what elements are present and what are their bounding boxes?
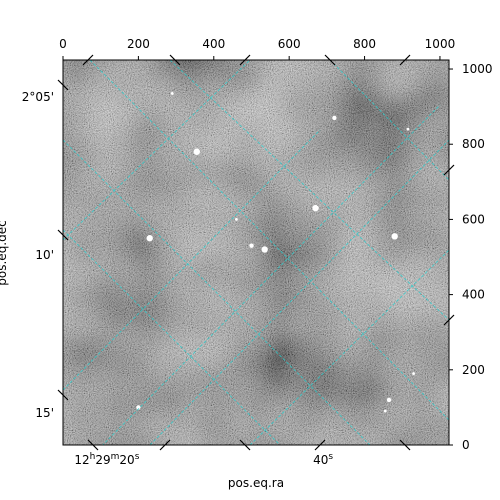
pixel-y-tick-label: 200 — [462, 363, 485, 377]
grid-line — [149, 139, 449, 445]
wcs-tick — [239, 439, 251, 451]
pixel-y-tick-label: 400 — [462, 288, 485, 302]
star — [170, 92, 174, 95]
star — [383, 409, 387, 413]
ra-axis-bottom: 12h29m20s 40s — [74, 452, 333, 467]
wcs-tick — [87, 439, 99, 451]
wcs-tick — [314, 439, 326, 451]
grid-line — [102, 104, 441, 445]
x-axis-label: pos.eq.ra — [228, 476, 284, 490]
wcs-tick — [399, 439, 411, 451]
dec-tick-label: 2°05' — [22, 90, 54, 104]
star — [136, 405, 141, 410]
wcs-tick — [324, 54, 336, 66]
pixel-x-axis-top: 0 200 400 600 800 1000 — [59, 37, 455, 60]
wcs-tick — [57, 229, 69, 241]
wcs-tick — [443, 164, 455, 176]
pixel-x-tick-label: 800 — [353, 37, 376, 51]
star — [193, 148, 201, 155]
pixel-x-tick-label: 1000 — [425, 37, 456, 51]
wcs-tick — [239, 54, 251, 66]
pixel-y-tick-label: 800 — [462, 137, 485, 151]
star — [234, 218, 238, 221]
grid-line — [63, 129, 321, 391]
wcs-tick — [57, 389, 69, 401]
star — [412, 372, 415, 375]
star — [406, 127, 410, 131]
star — [249, 243, 254, 248]
y-axis-label: pos.eq.dec — [0, 220, 9, 285]
plot-frame — [62, 59, 450, 446]
grid-line — [169, 60, 449, 321]
coordinate-grid — [63, 60, 449, 445]
grid-line — [63, 139, 371, 445]
pixel-y-tick-label: 1000 — [462, 62, 493, 76]
sky-image — [63, 60, 449, 445]
pixel-y-tick-label: 0 — [462, 438, 470, 452]
grid-line — [249, 249, 449, 445]
star — [386, 397, 392, 403]
ra-tick-label: 12h29m20s — [74, 452, 139, 467]
world-coordinate-ticks — [57, 54, 455, 451]
star — [146, 235, 153, 242]
wcs-tick — [169, 54, 181, 66]
dec-axis-left: 2°05' 10' 15' — [22, 90, 54, 420]
pixel-x-tick-label: 200 — [127, 37, 150, 51]
star — [332, 115, 337, 121]
wcs-tick — [82, 54, 94, 66]
wcs-tick — [443, 314, 455, 326]
ra-tick-label: 40s — [313, 452, 333, 467]
star — [261, 246, 268, 253]
dec-tick-label: 15' — [35, 406, 54, 420]
pixel-x-tick-label: 0 — [59, 37, 67, 51]
dec-tick-label: 10' — [35, 248, 54, 262]
pixel-x-tick-label: 400 — [202, 37, 225, 51]
pixel-x-tick-label: 600 — [278, 37, 301, 51]
wcs-tick — [159, 439, 171, 451]
grid-line — [329, 60, 449, 181]
star — [391, 233, 398, 240]
star — [312, 204, 319, 212]
grid-line — [63, 60, 251, 241]
pixel-y-tick-label: 600 — [462, 212, 485, 226]
grid-line — [63, 229, 281, 445]
wcs-tick — [57, 79, 69, 91]
pixel-y-axis-right: 0 200 400 600 800 1000 — [449, 62, 493, 452]
wcs-tick — [399, 54, 411, 66]
star-sources — [136, 92, 415, 413]
